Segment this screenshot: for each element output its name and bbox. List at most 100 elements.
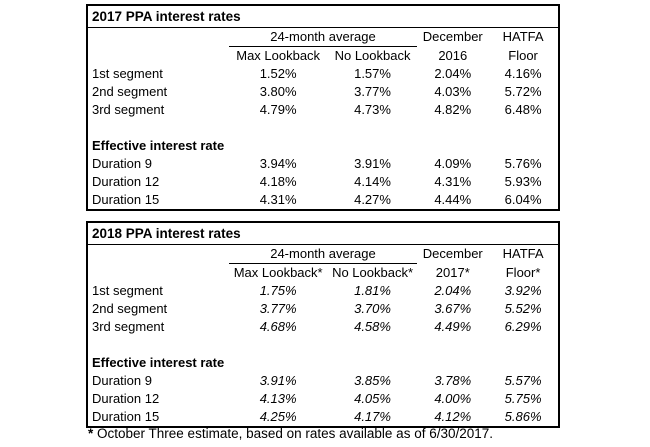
cell-value: 1.52% (259, 66, 297, 81)
sub-header-row: Max Lookback* No Lookback* 2017* Floor* (87, 264, 559, 283)
cell-value: 5.52% (504, 301, 542, 316)
section-header-row: Effective interest rate (87, 354, 559, 372)
cell-value: 4.05% (354, 391, 391, 406)
cell-value: 6.48% (504, 102, 542, 117)
ppa-rates-table-2017: 2017 PPA interest rates 24-month average… (86, 4, 560, 211)
col-header-max-lookback: Max Lookback (236, 48, 321, 63)
table-row-1st-segment: 1st segment 1.75% 1.81% 2.04% 3.92% (87, 282, 559, 300)
title-row: 2018 PPA interest rates (87, 222, 559, 245)
cell-value: 6.04% (504, 192, 542, 207)
row-label: Duration 9 (92, 156, 152, 171)
col-header-year: 2016 (438, 47, 468, 63)
cell-value: 4.49% (434, 319, 472, 334)
cell-value: 4.17% (354, 409, 391, 424)
spacer-row (87, 336, 559, 354)
row-label: Duration 12 (92, 174, 160, 189)
cell-value: 1.75% (259, 283, 297, 298)
cell-value: 6.29% (504, 319, 542, 334)
cell-value: 4.73% (354, 102, 391, 117)
col-header-floor: Floor (508, 47, 538, 63)
col-header-december: December (422, 29, 483, 45)
cell-value: 4.25% (259, 409, 297, 424)
table-row-duration-9: Duration 9 3.94% 3.91% 4.09% 5.76% (87, 155, 559, 173)
table-row-2nd-segment: 2nd segment 3.80% 3.77% 4.03% 5.72% (87, 83, 559, 101)
table-row-duration-12: Duration 12 4.18% 4.14% 4.31% 5.93% (87, 173, 559, 191)
sub-header-row: Max Lookback No Lookback 2016 Floor (87, 47, 559, 66)
cell-value: 3.91% (354, 156, 391, 171)
cell-value: 2.04% (434, 66, 472, 81)
cell-value: 5.86% (504, 409, 542, 424)
row-label: Duration 15 (92, 192, 160, 207)
table-row-duration-15: Duration 15 4.25% 4.17% 4.12% 5.86% (87, 408, 559, 427)
cell-value: 3.80% (259, 84, 297, 99)
cell-value: 4.14% (354, 174, 391, 189)
col-header-hatfa: HATFA (502, 29, 544, 45)
cell-value: 4.68% (259, 319, 297, 334)
group-header-row: 24-month average December HATFA (87, 244, 559, 264)
row-label: 1st segment (92, 66, 163, 81)
section-header-row: Effective interest rate (87, 137, 559, 155)
table-row-2nd-segment: 2nd segment 3.77% 3.70% 3.67% 5.52% (87, 300, 559, 318)
cell-value: 3.78% (434, 373, 472, 388)
table-row-duration-12: Duration 12 4.13% 4.05% 4.00% 5.75% (87, 390, 559, 408)
cell-value: 3.91% (259, 373, 297, 388)
footnote-text: October Three estimate, based on rates a… (93, 426, 494, 441)
row-label: 1st segment (92, 283, 163, 298)
group-header-24-month-average: 24-month average (228, 27, 418, 47)
table-row-3rd-segment: 3rd segment 4.79% 4.73% 4.82% 6.48% (87, 101, 559, 119)
cell-value: 3.77% (259, 301, 297, 316)
spacer-row (87, 119, 559, 137)
row-label: 2nd segment (92, 84, 168, 99)
cell-value: 4.79% (259, 102, 297, 117)
section-header-effective-interest-rate: Effective interest rate (92, 138, 225, 153)
cell-value: 4.16% (504, 66, 542, 81)
empty-cell (87, 47, 229, 66)
row-label: 3rd segment (92, 102, 165, 117)
cell-value: 1.57% (354, 66, 391, 81)
cell-value: 2.04% (434, 283, 472, 298)
col-header-no-lookback: No Lookback* (332, 265, 414, 280)
empty-cell (87, 119, 559, 137)
footnote: * October Three estimate, based on rates… (88, 426, 493, 442)
cell-value: 4.03% (434, 84, 472, 99)
empty-cell (87, 336, 559, 354)
cell-value: 5.72% (504, 84, 542, 99)
cell-value: 4.00% (434, 391, 472, 406)
table-title: 2017 PPA interest rates (87, 5, 559, 28)
col-header-hatfa: HATFA (502, 246, 544, 262)
cell-value: 4.18% (259, 174, 297, 189)
col-header-year: 2017* (435, 264, 470, 280)
col-header-no-lookback: No Lookback (334, 48, 411, 63)
row-label: Duration 9 (92, 373, 152, 388)
cell-value: 3.92% (504, 283, 542, 298)
cell-value: 5.75% (504, 391, 542, 406)
row-label: 2nd segment (92, 301, 168, 316)
cell-value: 3.70% (354, 301, 391, 316)
cell-value: 5.76% (504, 156, 542, 171)
col-header-december: December (422, 246, 483, 262)
col-header-floor: Floor* (505, 264, 541, 280)
table-row-1st-segment: 1st segment 1.52% 1.57% 2.04% 4.16% (87, 65, 559, 83)
table-row-3rd-segment: 3rd segment 4.68% 4.58% 4.49% 6.29% (87, 318, 559, 336)
cell-value: 3.94% (259, 156, 297, 171)
table-title: 2018 PPA interest rates (87, 222, 559, 245)
table-row-duration-15: Duration 15 4.31% 4.27% 4.44% 6.04% (87, 191, 559, 210)
row-label: Duration 12 (92, 391, 160, 406)
cell-value: 4.58% (354, 319, 391, 334)
cell-value: 4.13% (259, 391, 297, 406)
row-label: Duration 15 (92, 409, 160, 424)
footnote-asterisk: * (88, 426, 94, 441)
empty-cell (87, 264, 229, 283)
col-header-max-lookback: Max Lookback* (233, 265, 323, 280)
cell-value: 3.85% (354, 373, 391, 388)
table-row-duration-9: Duration 9 3.91% 3.85% 3.78% 5.57% (87, 372, 559, 390)
cell-value: 4.31% (259, 192, 297, 207)
ppa-rates-table-2018: 2018 PPA interest rates 24-month average… (86, 221, 560, 428)
cell-value: 1.81% (354, 283, 391, 298)
cell-value: 3.77% (354, 84, 391, 99)
cell-value: 4.12% (434, 409, 472, 424)
cell-value: 4.09% (434, 156, 472, 171)
empty-cell (87, 245, 229, 264)
cell-value: 4.82% (434, 102, 472, 117)
